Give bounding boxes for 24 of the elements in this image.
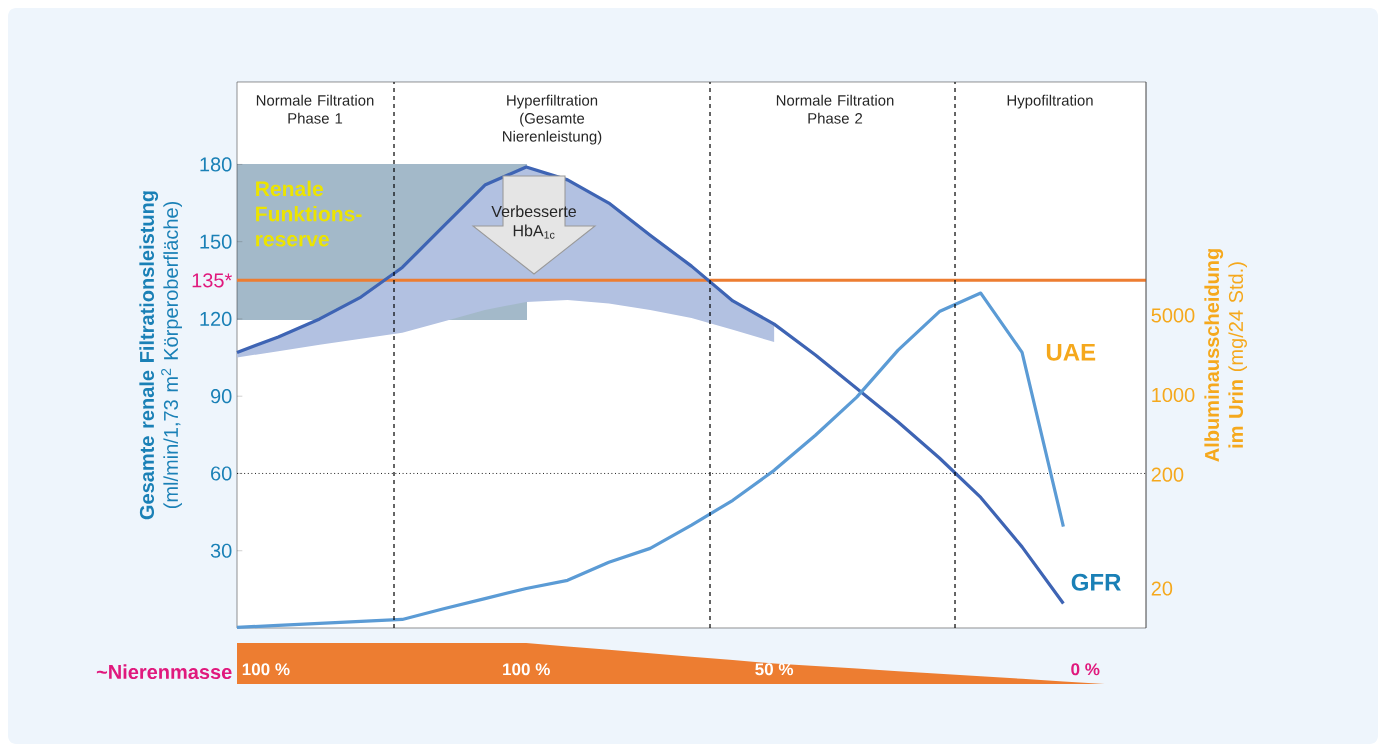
y-tick-label: 180 <box>200 157 232 172</box>
annotation: Hypofiltration <box>1007 94 1093 109</box>
annotation: Hyperfiltration (Gesamte Nierenleistung) <box>503 94 602 145</box>
data-label: 0 % <box>1071 663 1100 676</box>
annotation: Normale Filtration Phase 1 <box>256 94 374 124</box>
ref-line-label: 135* <box>192 273 232 288</box>
series-label: UAE <box>1046 343 1096 361</box>
annotation: Renale Funktions-reserve <box>256 180 362 247</box>
y2-tick-label: 20 <box>1151 581 1173 596</box>
y-tick-label: 150 <box>200 234 232 249</box>
y-tick-label: 90 <box>210 389 232 404</box>
series-label: GFR <box>1071 573 1121 591</box>
y2-tick-label: 200 <box>1151 467 1184 482</box>
y2-tick-label: 5000 <box>1151 308 1195 323</box>
y-tick-label: 120 <box>200 311 232 327</box>
annotation: Verbesserte HbA$_{1c}$ <box>491 205 576 239</box>
data-label: 50 % <box>755 663 794 676</box>
y2-tick-label: 1000 <box>1152 387 1195 403</box>
y-axis-title: ~Nierenmasse <box>96 664 232 680</box>
data-label: 100 % <box>242 663 290 676</box>
data-label: 100 % <box>503 663 550 676</box>
annotation: Normale Filtration Phase 2 <box>776 94 894 124</box>
y-tick-label: 30 <box>210 543 232 558</box>
y-tick-label: 60 <box>211 466 232 481</box>
